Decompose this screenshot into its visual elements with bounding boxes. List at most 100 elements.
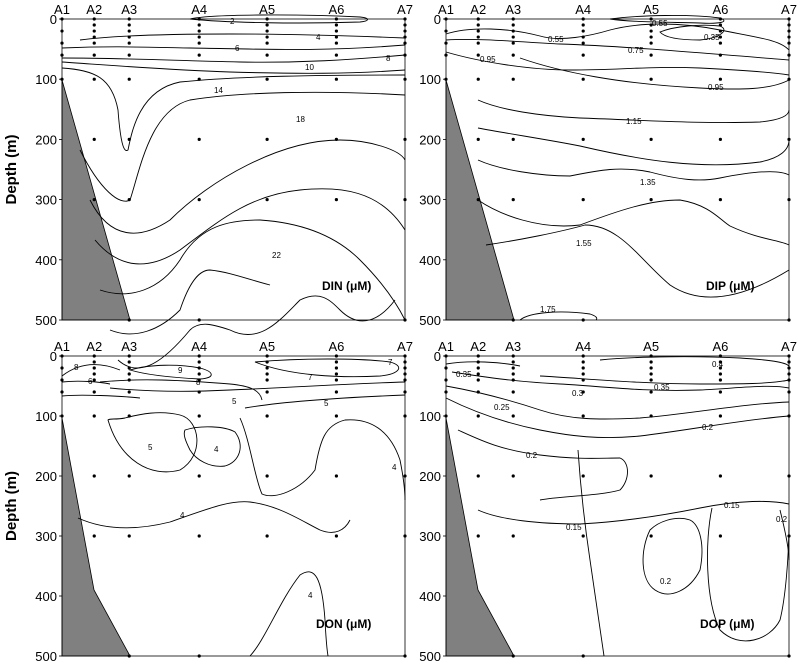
don-contour-8 — [61, 364, 121, 377]
dip-contour-1.55 — [485, 224, 790, 298]
dip-sample-point — [511, 198, 515, 202]
don-sample-point — [403, 378, 407, 382]
din-sample-point — [127, 198, 131, 202]
dop-sample-point — [787, 372, 791, 376]
don-sample-point — [265, 390, 269, 394]
dop-sample-point — [787, 366, 791, 370]
don-panel-title: DON (μM) — [316, 617, 371, 631]
dip-station-label: A7 — [781, 2, 797, 17]
din-level-2: 2 — [230, 17, 235, 26]
dop-sample-point — [787, 414, 791, 418]
din-ytick-label: 300 — [35, 193, 57, 208]
din-sample-point — [265, 198, 269, 202]
din-panel-title: DIN (μM) — [322, 279, 371, 293]
don-sample-point — [92, 414, 96, 418]
dip-sample-point — [476, 17, 480, 21]
dop-sample-point — [649, 474, 653, 478]
dop-contour-0.35b — [539, 375, 790, 385]
dop-sample-point — [718, 414, 723, 418]
don-sample-point — [197, 378, 201, 382]
don-sample-point — [265, 414, 269, 418]
don-contour-5c — [107, 412, 198, 473]
don-sample-point — [197, 414, 201, 418]
dop-contour-0.15c — [707, 507, 790, 642]
dip-sample-point — [476, 198, 480, 202]
don-contour-7a — [254, 358, 400, 378]
din-ytick-label: 500 — [35, 313, 57, 328]
dip-sample-point — [649, 17, 653, 21]
dop-sample-point — [511, 366, 515, 370]
dip-sample-point — [476, 29, 480, 33]
din-sample-point — [334, 35, 338, 39]
dip-ytick-label: 0 — [434, 12, 441, 27]
dip-sample-point — [787, 137, 791, 141]
dip-sample-point — [511, 77, 515, 81]
dip-sample-point — [718, 17, 723, 21]
dip-sample-point — [787, 198, 791, 202]
don-sample-point — [92, 354, 96, 358]
dip-sample-point — [581, 23, 585, 27]
dop-sample-point — [787, 390, 791, 394]
dip-sample-point — [787, 41, 791, 45]
dop-sample-point — [476, 534, 480, 538]
don-level-7a: 7 — [388, 358, 393, 367]
din-y-axis-label: Depth (m) — [3, 135, 20, 205]
dop-sample-point — [718, 534, 723, 538]
dop-sample-point — [511, 360, 515, 364]
dip-sample-point — [718, 23, 723, 27]
dop-contour-0.15b — [577, 449, 605, 657]
dop-sample-point — [511, 372, 515, 376]
dip-sample-point — [787, 23, 791, 27]
din-station-label: A5 — [259, 2, 275, 17]
din-sample-point — [265, 41, 269, 45]
din-level-22: 22 — [272, 251, 281, 260]
din-sample-point — [265, 53, 269, 57]
din-sample-point — [403, 318, 407, 322]
din-level-8: 8 — [386, 54, 391, 63]
don-contour-6 — [61, 380, 111, 385]
dop-contour-0.2c — [642, 517, 703, 595]
dip-contour-labels: 0.55 0.35 0.55 0.75 0.95 0.95 1.15 1.35 … — [480, 19, 724, 314]
don-sample-point — [265, 372, 269, 376]
don-sample-point — [127, 360, 131, 364]
dop-sample-point — [476, 414, 480, 418]
dop-contour-0.2a — [445, 397, 790, 439]
dop-sample-point — [581, 378, 585, 382]
dip-sample-point — [476, 77, 480, 81]
dip-sample-point — [649, 41, 653, 45]
dip-sample-point — [511, 53, 515, 57]
dip-sample-point — [511, 318, 515, 322]
din-sample-point — [403, 137, 407, 141]
din-station-label: A7 — [397, 2, 413, 17]
don-station-label: A2 — [86, 339, 102, 354]
dop-level-0.35a: 0.35 — [456, 370, 472, 379]
don-station-label: A7 — [397, 339, 413, 354]
dip-station-label: A2 — [470, 2, 486, 17]
din-plot-frame — [61, 18, 406, 321]
don-sample-point — [403, 474, 407, 478]
dop-panel-title: DOP (μM) — [700, 617, 754, 631]
don-sample-point — [60, 366, 64, 370]
dop-panel: 0 100 200 300 400 500 A1 A2 A3 A4 A5 A6 A7 0.4 0.35 … — [419, 339, 797, 663]
don-sample-point — [127, 414, 131, 418]
dop-sample-point — [718, 354, 723, 358]
dop-ytick-label: 500 — [419, 649, 441, 663]
don-level-9: 9 — [178, 366, 183, 375]
din-sample-point — [265, 23, 269, 27]
din-sample-point — [127, 23, 131, 27]
don-level-5a: 5 — [232, 397, 237, 406]
din-contour-labels: 2 4 6 8 10 14 18 22 — [214, 17, 391, 260]
dop-level-0.2d: 0.2 — [776, 515, 788, 524]
din-level-4: 4 — [316, 33, 321, 42]
din-sample-point — [265, 137, 269, 141]
dop-station-label: A1 — [438, 339, 454, 354]
dip-ytick-label: 300 — [419, 193, 441, 208]
din-sample-point — [403, 35, 407, 39]
don-sample-point — [92, 474, 96, 478]
dop-sample-point — [511, 354, 515, 358]
din-contour-14 — [61, 67, 406, 151]
dip-sample-point — [787, 77, 791, 81]
dop-sample-point — [476, 378, 480, 382]
